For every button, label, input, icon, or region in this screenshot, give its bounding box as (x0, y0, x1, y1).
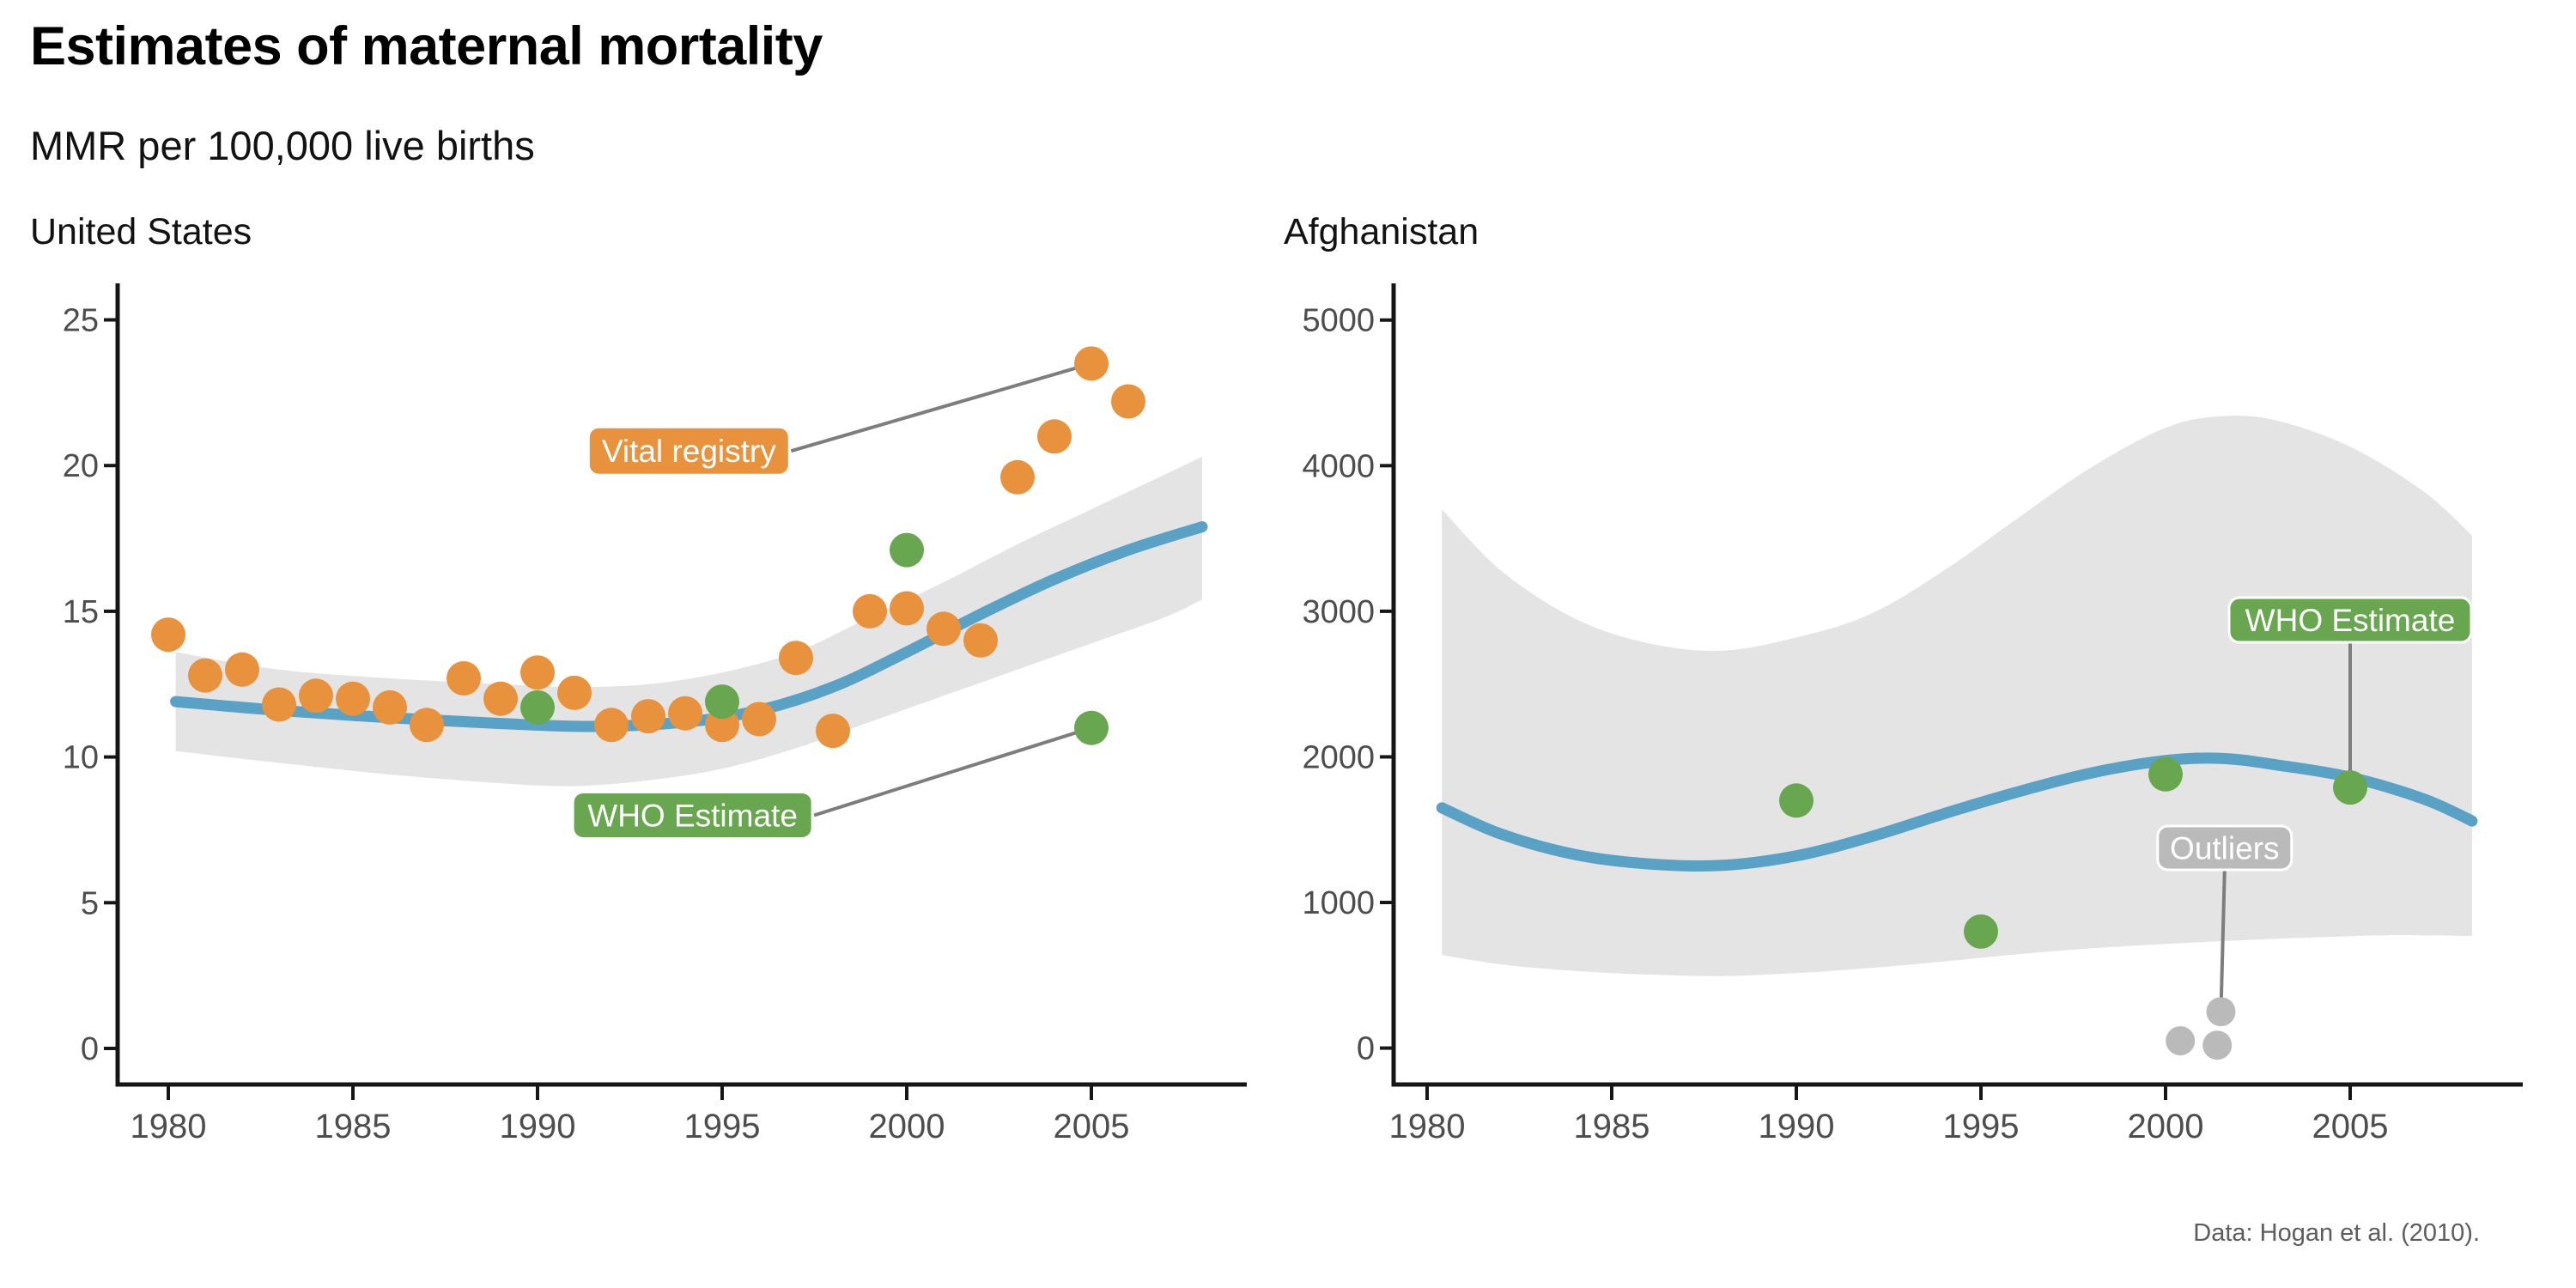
who-estimate-point (520, 690, 555, 725)
outliers-point (2206, 997, 2236, 1027)
who-estimate-point (890, 532, 924, 568)
vital-registry-point (1037, 419, 1072, 454)
vital-registry-point (1074, 346, 1109, 381)
vital-registry-label-text: Vital registry (602, 434, 776, 469)
us-x-tick-label: 1990 (500, 1108, 576, 1145)
who-estimate-label-text: WHO Estimate (587, 798, 798, 833)
vital-registry-point (927, 611, 961, 647)
page-subtitle: MMR per 100,000 live births (30, 123, 535, 168)
outliers-label (2156, 824, 2293, 872)
af-x-tick-label: 1990 (1759, 1108, 1835, 1145)
vital-registry-point (262, 687, 296, 722)
af-x-tick-label: 1985 (1574, 1108, 1650, 1145)
vital-registry-point (779, 641, 813, 676)
vital-registry-point (963, 623, 998, 658)
page-title: Estimates of maternal mortality (30, 16, 823, 76)
us-confidence-band (175, 457, 1203, 787)
us-y-tick-label: 5 (81, 885, 99, 921)
us-x-tick-label: 1985 (315, 1108, 392, 1145)
af-y-tick-label: 5000 (1302, 303, 1375, 339)
panel-title-united-states: United States (30, 211, 252, 252)
who-estimate-label (2227, 596, 2473, 644)
who-estimate-label (571, 790, 814, 840)
vital-registry-point (336, 681, 370, 716)
who-estimate-label-text: WHO Estimate (2245, 603, 2456, 638)
vital-registry-point (225, 652, 259, 687)
af-y-tick-label: 2000 (1302, 739, 1375, 775)
af-x-tick-label: 1995 (1943, 1108, 2020, 1145)
who-estimate-point (1964, 914, 1998, 949)
vital-registry-point (816, 714, 850, 749)
vital-registry-point (188, 658, 222, 693)
vital-registry-label (586, 425, 791, 477)
data-source-note: Data: Hogan et al. (2010). (2193, 1219, 2480, 1247)
who-estimate-point (1779, 783, 1814, 818)
vital-registry-point (890, 591, 924, 626)
af-x-tick-label: 1980 (1389, 1108, 1466, 1145)
vital-registry-point (594, 708, 629, 743)
af-y-tick-label: 4000 (1302, 448, 1375, 484)
us-y-tick-label: 10 (63, 740, 99, 776)
vital-registry-point (520, 655, 555, 690)
who-estimate-point (2333, 770, 2367, 805)
us-x-tick-label: 2005 (1054, 1108, 1130, 1145)
vital-registry-point (410, 708, 444, 743)
vital-registry-point (1000, 459, 1035, 495)
who-estimate-point (2148, 756, 2183, 792)
af-x-tick-label: 2005 (2312, 1108, 2389, 1145)
us-y-tick-label: 0 (81, 1031, 99, 1067)
who-estimate-point (1074, 710, 1109, 745)
vital-registry-point (557, 675, 592, 710)
af-y-tick-label: 1000 (1302, 885, 1375, 921)
us-callout-line (813, 726, 1092, 817)
vital-registry-point (299, 678, 333, 714)
vital-registry-point (151, 617, 185, 653)
us-x-tick-label: 1995 (684, 1108, 761, 1145)
af-trend-line (1436, 752, 2478, 872)
af-confidence-band (1442, 416, 2472, 976)
us-x-tick-label: 2000 (869, 1108, 945, 1145)
outliers-point (2202, 1030, 2233, 1060)
vital-registry-point (742, 702, 776, 737)
vital-registry-point (1111, 384, 1145, 419)
af-x-tick-label: 2000 (2128, 1108, 2204, 1145)
us-callout-line (790, 361, 1092, 453)
us-y-tick-label: 15 (63, 594, 99, 630)
af-callout-line (2219, 869, 2227, 1012)
us-y-tick-label: 20 (63, 448, 99, 484)
vital-registry-point (631, 699, 665, 734)
who-estimate-point (705, 684, 739, 720)
vital-registry-point (483, 681, 518, 716)
vital-registry-point (447, 661, 481, 696)
vital-registry-point (668, 696, 702, 731)
us-x-tick-label: 1980 (131, 1108, 207, 1145)
vital-registry-point (373, 690, 407, 725)
af-y-tick-label: 3000 (1302, 594, 1375, 630)
af-y-tick-label: 0 (1357, 1031, 1375, 1067)
outliers-point (2166, 1026, 2196, 1056)
outliers-label-text: Outliers (2170, 830, 2279, 866)
us-y-tick-label: 25 (63, 303, 99, 339)
vital-registry-point (853, 593, 887, 629)
us-chart: 0 5 10 15 20 25 1980 1985 1990 1995 2000 2005 Vital … (63, 283, 1247, 1145)
af-chart: 0 1000 2000 3000 4000 5000 1980 1985 1990 1995 200… (1302, 283, 2523, 1145)
panel-title-afghanistan: Afghanistan (1284, 211, 1479, 252)
